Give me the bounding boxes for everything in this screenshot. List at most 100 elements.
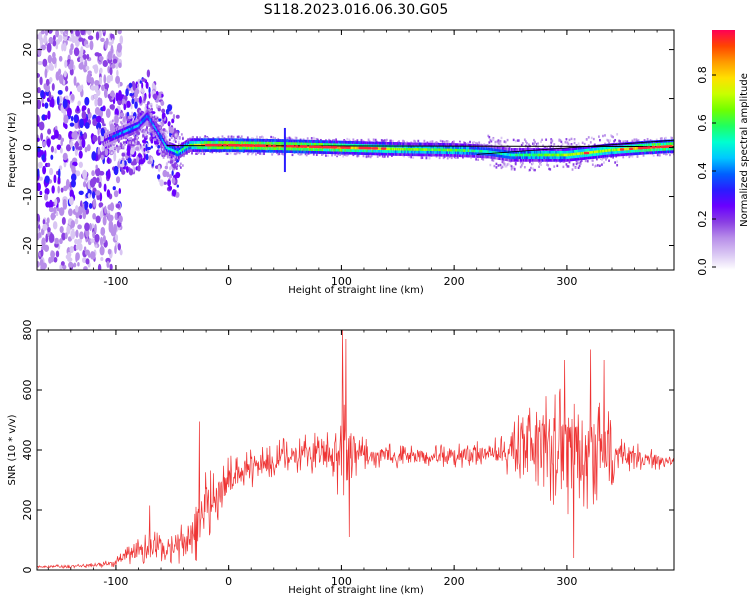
ridge-cell xyxy=(501,149,504,153)
noise-blob xyxy=(97,263,102,270)
ridge-cell xyxy=(582,148,585,152)
ridge-cell xyxy=(513,158,516,162)
ridge-cell xyxy=(361,141,364,145)
ridge-cell xyxy=(516,153,519,157)
ridge-cell xyxy=(414,153,417,157)
halo-cell xyxy=(282,153,285,156)
halo-cell xyxy=(604,142,606,146)
halo-cell xyxy=(587,136,590,139)
ridge-cell xyxy=(106,142,109,146)
halo-cell xyxy=(370,154,373,157)
ridge-cell xyxy=(355,146,358,150)
halo-cell xyxy=(199,136,202,139)
ridge-cell xyxy=(301,139,304,143)
ridge-cell xyxy=(586,156,589,160)
ridge-cell xyxy=(181,145,183,149)
ridge-cell xyxy=(119,132,121,135)
ridge-cell xyxy=(595,153,597,156)
ridge-cell xyxy=(538,150,540,154)
ridge-cell xyxy=(583,146,586,149)
noise-blob xyxy=(80,24,83,29)
ridge-cell xyxy=(547,158,550,162)
ridge-cell xyxy=(212,138,215,142)
ridge-cell xyxy=(327,143,329,146)
ridge-cell xyxy=(209,149,212,152)
ridge-cell xyxy=(195,146,197,150)
halo-cell xyxy=(521,162,524,165)
ridge-cell xyxy=(395,147,397,151)
ridge-cell xyxy=(415,150,418,154)
ridge-cell xyxy=(558,156,561,159)
halo-cell xyxy=(543,145,546,149)
noise-blob xyxy=(37,137,40,142)
ridge-cell xyxy=(273,149,276,153)
ridge-cell xyxy=(414,150,417,154)
ridge-cell xyxy=(349,149,352,152)
ridge-cell xyxy=(195,138,197,142)
noise-blob xyxy=(72,161,78,167)
ridge-cell xyxy=(131,129,134,133)
ridge-cell xyxy=(415,153,418,157)
ridge-cell xyxy=(320,140,322,144)
ridge-cell xyxy=(222,138,225,142)
ridge-cell xyxy=(268,147,271,150)
halo-cell xyxy=(186,152,188,155)
ridge-cell xyxy=(472,154,474,158)
ridge-cell xyxy=(186,139,188,143)
ridge-cell xyxy=(469,154,471,158)
noise-blob xyxy=(95,164,98,170)
ridge-cell xyxy=(353,149,356,152)
halo-cell xyxy=(504,164,507,168)
ridge-cell xyxy=(424,142,427,146)
ridge-cell xyxy=(333,140,335,144)
ridge-cell xyxy=(500,154,503,158)
ridge-cell xyxy=(581,146,584,150)
noise-blob xyxy=(46,217,50,224)
ridge-cell xyxy=(392,147,394,151)
ridge-cell xyxy=(465,143,467,147)
ridge-cell xyxy=(468,154,470,158)
ridge-cell xyxy=(183,141,185,145)
ridge-cell xyxy=(307,150,310,154)
ridge-cell xyxy=(148,122,151,126)
ridge-cell xyxy=(274,149,277,153)
ridge-cell xyxy=(557,158,560,162)
ridge-cell xyxy=(133,131,136,135)
ridge-cell xyxy=(182,150,184,154)
ridge-cell xyxy=(110,130,112,134)
noise-blob xyxy=(130,103,133,110)
ridge-cell xyxy=(376,149,379,153)
ridge-cell xyxy=(246,141,248,145)
ridge-cell xyxy=(350,141,353,144)
ridge-cell xyxy=(342,151,345,155)
ridge-cell xyxy=(221,146,224,150)
noise-blob xyxy=(98,181,102,189)
noise-blob xyxy=(37,86,41,94)
ridge-cell xyxy=(403,150,405,154)
halo-cell xyxy=(181,137,184,140)
ridge-cell xyxy=(262,146,264,150)
ridge-cell xyxy=(439,151,442,154)
noise-blob xyxy=(51,83,55,91)
halo-cell xyxy=(425,156,428,160)
ridge-cell xyxy=(294,150,297,154)
ridge-cell xyxy=(171,143,174,147)
noise-blob xyxy=(65,85,69,92)
ridge-cell xyxy=(421,153,424,157)
ridge-cell xyxy=(495,148,498,152)
noise-blob xyxy=(116,42,122,53)
noise-blob xyxy=(105,108,111,119)
ridge-cell xyxy=(263,138,265,142)
ridge-cell xyxy=(131,124,134,128)
halo-cell xyxy=(119,116,121,120)
ridge-cell xyxy=(389,152,391,156)
noise-blob xyxy=(115,75,121,84)
halo-cell xyxy=(144,129,147,132)
ridge-cell xyxy=(278,139,281,142)
ridge-cell xyxy=(471,154,473,158)
ridge-cell xyxy=(598,150,600,153)
ridge-cell xyxy=(529,148,531,151)
noise-blob xyxy=(37,213,41,224)
ridge-cell xyxy=(584,154,587,157)
ridge-cell xyxy=(346,148,349,152)
